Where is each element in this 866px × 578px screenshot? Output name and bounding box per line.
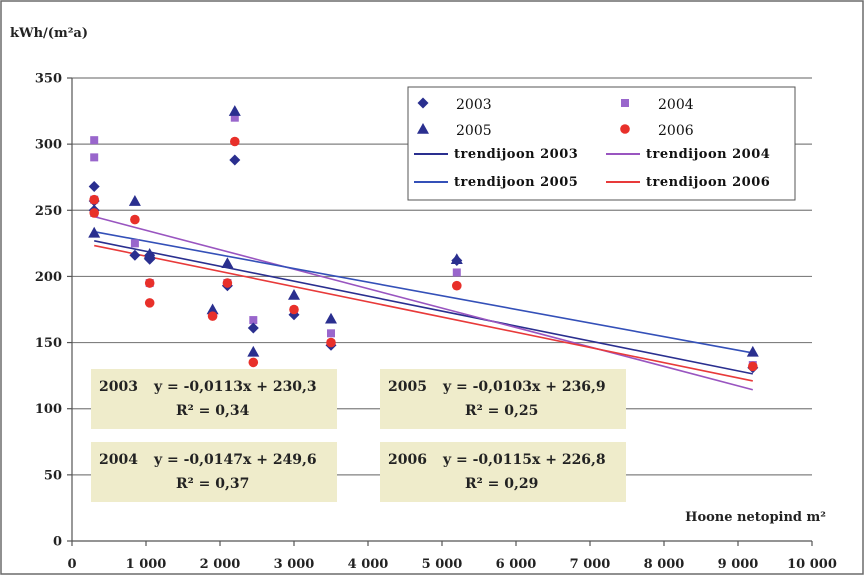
- point-2005: [450, 253, 463, 265]
- x-tick-label: 5 000: [422, 557, 463, 572]
- point-2006: [144, 278, 155, 288]
- equation-formula: y = -0,0103x + 236,9: [442, 379, 606, 395]
- point-2006: [230, 136, 240, 147]
- x-tick-label: 3 000: [274, 557, 315, 572]
- x-axis-label: Hoone netopind m²: [685, 510, 826, 525]
- x-tick-label: 10 000: [787, 557, 837, 572]
- point-2005: [746, 345, 759, 357]
- legend-marker-2005: [417, 123, 429, 134]
- point-2006: [248, 357, 259, 368]
- point-2004: [230, 113, 239, 122]
- point-2005: [143, 247, 156, 259]
- point-2005: [206, 303, 219, 315]
- equation-box: [91, 369, 337, 429]
- legend-label: trendijoon 2004: [646, 147, 770, 162]
- point-2006: [326, 337, 336, 348]
- point-2006: [452, 280, 462, 291]
- point-2005: [221, 257, 234, 268]
- legend-marker-2004: [621, 99, 629, 107]
- x-tick-label: 4 000: [348, 557, 389, 572]
- point-2003: [88, 180, 100, 192]
- point-2005: [228, 105, 241, 116]
- point-2005: [288, 288, 300, 300]
- point-2006: [130, 214, 140, 225]
- point-2005: [325, 312, 337, 324]
- point-2004: [327, 329, 335, 338]
- point-2005: [247, 345, 260, 357]
- equation-year: 2006: [388, 452, 427, 468]
- point-2006: [289, 304, 299, 315]
- equation-formula: y = -0,0115x + 226,8: [442, 452, 606, 468]
- equation-year: 2004: [99, 452, 138, 468]
- point-2006: [89, 194, 99, 205]
- point-2003: [247, 322, 259, 334]
- legend-label: trendijoon 2006: [646, 175, 770, 190]
- legend-label: 2006: [658, 123, 694, 139]
- x-tick-label: 1 000: [126, 557, 167, 572]
- y-axis-label: kWh/(m²a): [10, 26, 88, 41]
- y-tick-label: 150: [35, 336, 62, 351]
- equation-box: [91, 442, 337, 502]
- point-2003: [129, 249, 141, 261]
- point-2006: [748, 361, 758, 372]
- point-2006: [144, 298, 155, 308]
- trendline: [94, 244, 753, 382]
- legend-label: 2005: [456, 123, 492, 139]
- y-tick-label: 100: [35, 402, 62, 417]
- point-2004: [130, 239, 139, 248]
- equation-r2: R² = 0,29: [465, 476, 538, 492]
- x-tick-label: 0: [67, 557, 76, 572]
- equation-boxes: 2003 y = -0,0113x + 230,3 R² = 0,34 2005 y =…: [91, 369, 626, 502]
- legend-box: [407, 86, 796, 201]
- point-2006: [222, 278, 233, 288]
- point-2005: [88, 226, 101, 238]
- y-tick-label: 250: [35, 204, 62, 219]
- equation-r2: R² = 0,37: [176, 476, 249, 492]
- x-tick-label: 2 000: [200, 557, 241, 572]
- point-2004: [249, 316, 258, 325]
- point-layer: [88, 105, 759, 374]
- legend-label: 2003: [456, 97, 492, 113]
- legend-label: trendijoon 2005: [454, 175, 578, 190]
- trendline: [94, 240, 753, 375]
- point-2005: [128, 195, 141, 206]
- legend-marker-2006: [620, 124, 630, 134]
- point-2003: [229, 154, 241, 166]
- equation-r2: R² = 0,25: [465, 403, 538, 419]
- y-tick-label: 0: [53, 535, 62, 550]
- equation-r2: R² = 0,34: [176, 403, 250, 419]
- y-tick-label: 200: [35, 270, 62, 285]
- point-2004: [90, 153, 99, 162]
- point-2004: [90, 136, 99, 145]
- equation-year: 2005: [388, 379, 427, 395]
- trendline: [93, 215, 754, 391]
- legend-label: 2004: [658, 97, 694, 113]
- legend-label: trendijoon 2003: [454, 147, 578, 162]
- x-tick-label: 8 000: [644, 557, 685, 572]
- equation-formula: y = -0,0113x + 230,3: [153, 379, 317, 395]
- equation-formula: y = -0,0147x + 249,6: [153, 452, 317, 468]
- trendline: [94, 230, 753, 354]
- legend: 2003 2004 2005 2006 trendijoon 2003 trendijoo…: [407, 86, 796, 201]
- axis-layer: 0 50 100 150 200 250 300 350 0 1 000 2 000 3 000 4 0…: [35, 72, 837, 573]
- equation-year: 2003: [99, 379, 138, 395]
- y-tick-label: 350: [35, 72, 62, 87]
- y-tick-label: 300: [35, 138, 62, 153]
- point-2006: [89, 208, 99, 218]
- point-2006: [207, 311, 218, 321]
- x-tick-label: 6 000: [496, 557, 537, 572]
- legend-marker-2003: [417, 97, 429, 109]
- point-2004: [452, 268, 461, 277]
- y-tick-label: 50: [44, 468, 62, 483]
- equation-box: [380, 369, 626, 429]
- x-tick-label: 9 000: [718, 557, 759, 572]
- trendline-layer: [93, 215, 754, 391]
- equation-box: [380, 442, 626, 502]
- x-tick-label: 7 000: [570, 557, 611, 572]
